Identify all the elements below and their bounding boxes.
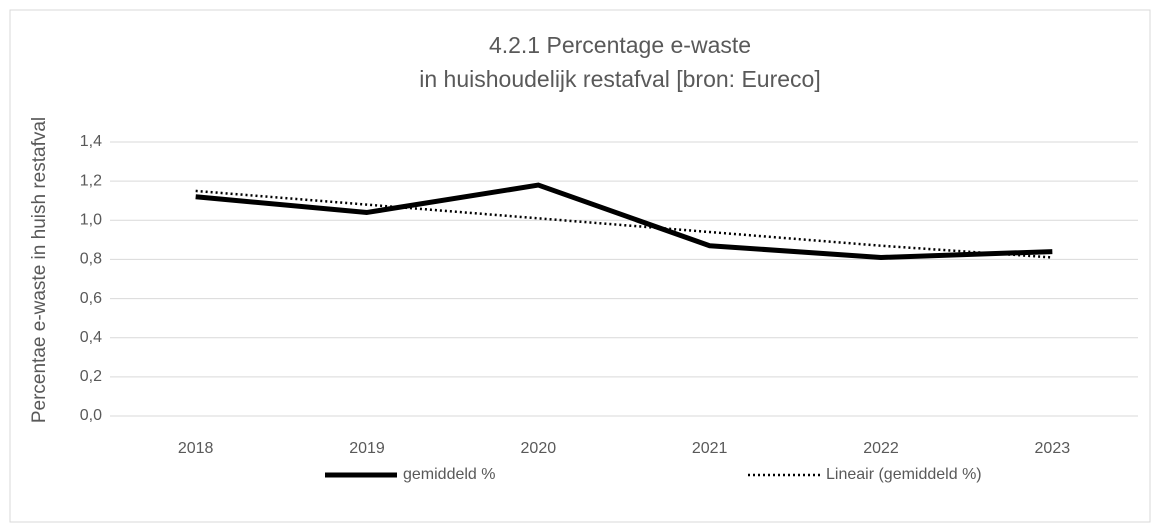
y-tick-label: 0,2 [80, 368, 102, 385]
x-tick-label: 2023 [1035, 440, 1071, 457]
x-tick-label: 2022 [863, 440, 899, 457]
y-tick-label: 0,6 [80, 290, 102, 307]
y-axis-title: Percentae e-waste in huish restafval [29, 117, 50, 423]
x-tick-label: 2018 [178, 440, 214, 457]
series-line [195, 189, 1053, 259]
y-tick-label: 0,4 [80, 329, 102, 346]
chart-frame [9, 9, 1151, 523]
y-tick-label: 1,4 [80, 133, 102, 150]
y-tick-label: 0,8 [80, 251, 102, 268]
x-tick-label: 2019 [349, 440, 385, 457]
legend-label: Lineair (gemiddeld %) [826, 466, 982, 483]
x-tick-label: 2021 [692, 440, 728, 457]
legend-label: gemiddeld % [403, 466, 496, 483]
chart-title: in huishoudelijk restafval [bron: Eureco… [419, 66, 820, 92]
y-tick-label: 1,0 [80, 212, 102, 229]
chart-title: 4.2.1 Percentage e-waste [489, 32, 751, 58]
series-line [195, 182, 1053, 260]
y-tick-label: 0,0 [80, 407, 102, 424]
y-tick-label: 1,2 [80, 172, 102, 189]
x-tick-label: 2020 [521, 440, 557, 457]
